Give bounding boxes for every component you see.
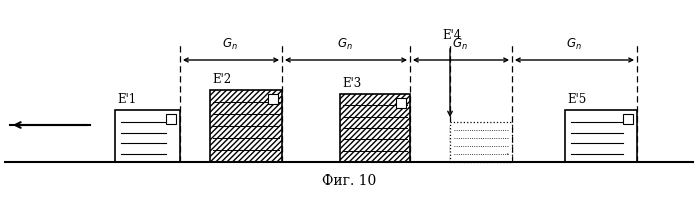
Bar bbox=[340, 94, 410, 162]
Text: E'2: E'2 bbox=[212, 73, 231, 86]
Bar bbox=[166, 114, 176, 124]
Bar bbox=[210, 90, 282, 162]
Text: Фиг. 10: Фиг. 10 bbox=[322, 174, 376, 188]
Bar bbox=[268, 94, 278, 104]
Text: E'1: E'1 bbox=[117, 93, 136, 106]
Bar bbox=[396, 98, 406, 108]
Text: $G_n$: $G_n$ bbox=[452, 37, 468, 52]
Text: E'3: E'3 bbox=[342, 77, 362, 90]
Bar bbox=[210, 90, 282, 162]
Text: $G_n$: $G_n$ bbox=[222, 37, 238, 52]
Text: E'4: E'4 bbox=[443, 29, 461, 42]
Bar bbox=[340, 94, 410, 162]
Bar bbox=[565, 110, 637, 162]
Text: $G_n$: $G_n$ bbox=[566, 37, 582, 52]
Bar bbox=[623, 114, 633, 124]
Text: ': ' bbox=[506, 152, 508, 158]
Bar bbox=[115, 110, 180, 162]
Text: $G_n$: $G_n$ bbox=[337, 37, 353, 52]
Bar bbox=[450, 122, 512, 162]
Text: E'5: E'5 bbox=[567, 93, 586, 106]
